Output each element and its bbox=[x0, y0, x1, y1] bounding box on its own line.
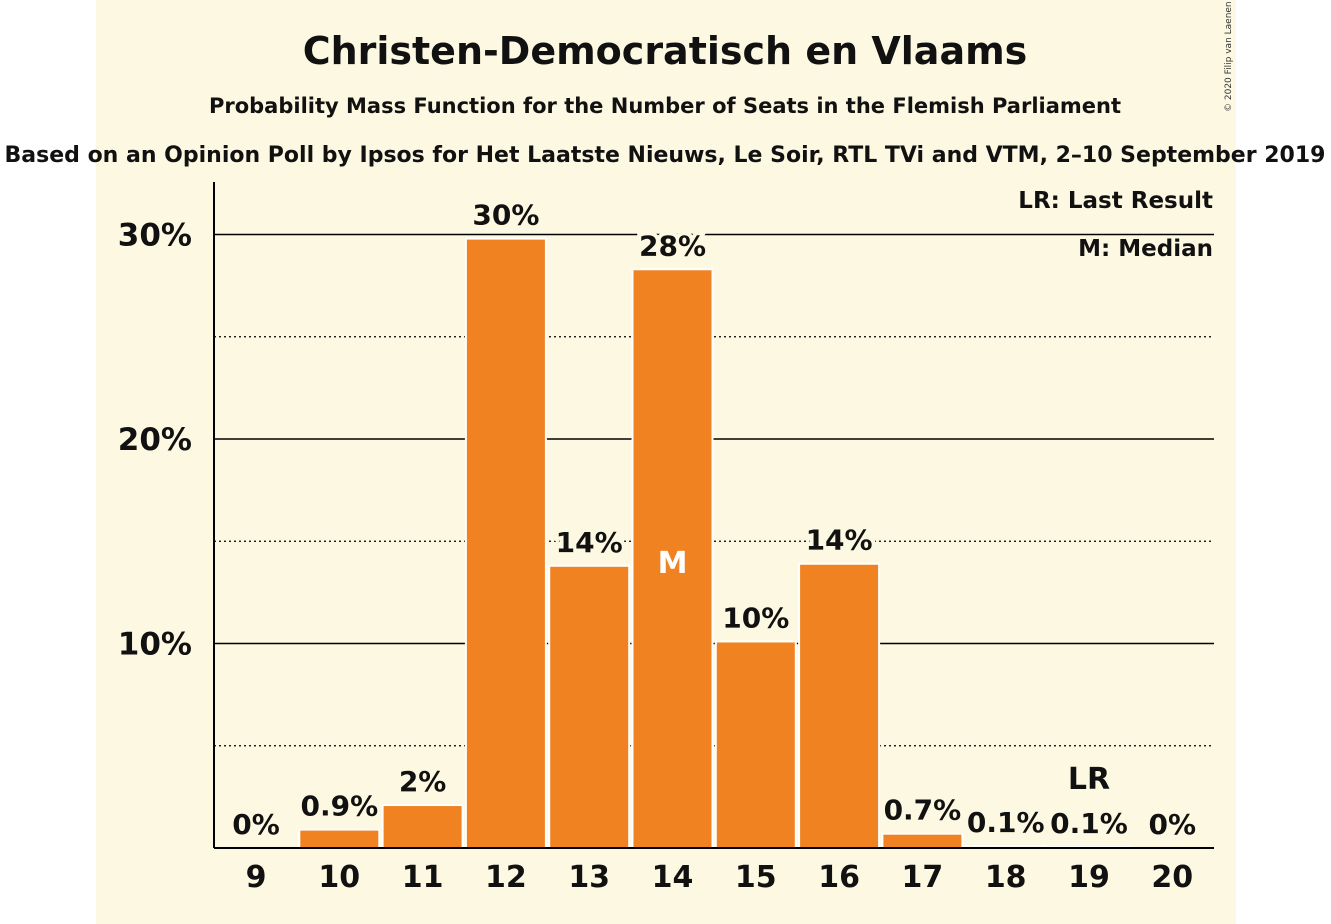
bars bbox=[298, 237, 1130, 850]
median-marker: M bbox=[658, 546, 688, 581]
x-tick-label-14: 14 bbox=[652, 860, 694, 895]
data-label-11: 2% bbox=[399, 765, 447, 798]
copyright-notice: © 2020 Filip van Laenen bbox=[1224, 1, 1234, 112]
bar-10 bbox=[298, 828, 381, 849]
last-result-marker: LR bbox=[1068, 762, 1110, 797]
chart-title: Christen-Democratisch en Vlaams bbox=[303, 29, 1028, 73]
data-label-12: 30% bbox=[472, 199, 539, 232]
x-tick-label-9: 9 bbox=[246, 860, 267, 895]
bar-12 bbox=[464, 237, 547, 849]
y-tick-label: 10% bbox=[118, 627, 192, 663]
x-tick-label-13: 13 bbox=[568, 860, 610, 895]
x-tick-label-15: 15 bbox=[735, 860, 777, 895]
data-label-9: 0% bbox=[232, 808, 280, 841]
legend-last-result: LR: Last Result bbox=[1018, 188, 1213, 214]
x-tick-label-20: 20 bbox=[1151, 860, 1193, 895]
data-label-18: 0.1% bbox=[967, 806, 1045, 839]
bar-11 bbox=[381, 804, 464, 849]
x-tick-label-12: 12 bbox=[485, 860, 527, 895]
chart-subtitle: Probability Mass Function for the Number… bbox=[209, 94, 1121, 118]
y-tick-label: 20% bbox=[118, 422, 192, 458]
x-tick-label-10: 10 bbox=[318, 860, 360, 895]
data-label-10: 0.9% bbox=[300, 790, 378, 823]
bar-13 bbox=[548, 564, 631, 849]
data-label-15: 10% bbox=[722, 601, 789, 634]
bar-17 bbox=[881, 832, 964, 849]
bar-16 bbox=[798, 562, 881, 849]
chart-source-line: Based on an Opinion Poll by Ipsos for He… bbox=[5, 143, 1326, 168]
gridlines: 10% 20% 30% bbox=[118, 218, 1214, 747]
x-tick-label-11: 11 bbox=[402, 860, 444, 895]
data-label-17: 0.7% bbox=[884, 794, 962, 827]
x-tick-label-18: 18 bbox=[985, 860, 1027, 895]
axes bbox=[213, 182, 1214, 849]
x-tick-label-16: 16 bbox=[818, 860, 860, 895]
data-label-14: 28% bbox=[639, 229, 706, 262]
data-label-13: 14% bbox=[556, 526, 623, 559]
data-label-19: 0.1% bbox=[1050, 807, 1128, 840]
data-labels: 0% 9 0.9% 10 2% 11 30% 12 14% 13 28% 14 M 10% 15 14% 16 0… bbox=[228, 195, 1200, 895]
x-tick-label-17: 17 bbox=[902, 860, 944, 895]
data-label-20: 0% bbox=[1149, 808, 1197, 841]
bar-15 bbox=[714, 640, 797, 850]
data-label-16: 14% bbox=[806, 524, 873, 557]
x-tick-label-19: 19 bbox=[1068, 860, 1110, 895]
legend-median: M: Median bbox=[1078, 236, 1213, 262]
y-tick-label: 30% bbox=[118, 218, 192, 254]
bar-14 bbox=[631, 268, 714, 849]
